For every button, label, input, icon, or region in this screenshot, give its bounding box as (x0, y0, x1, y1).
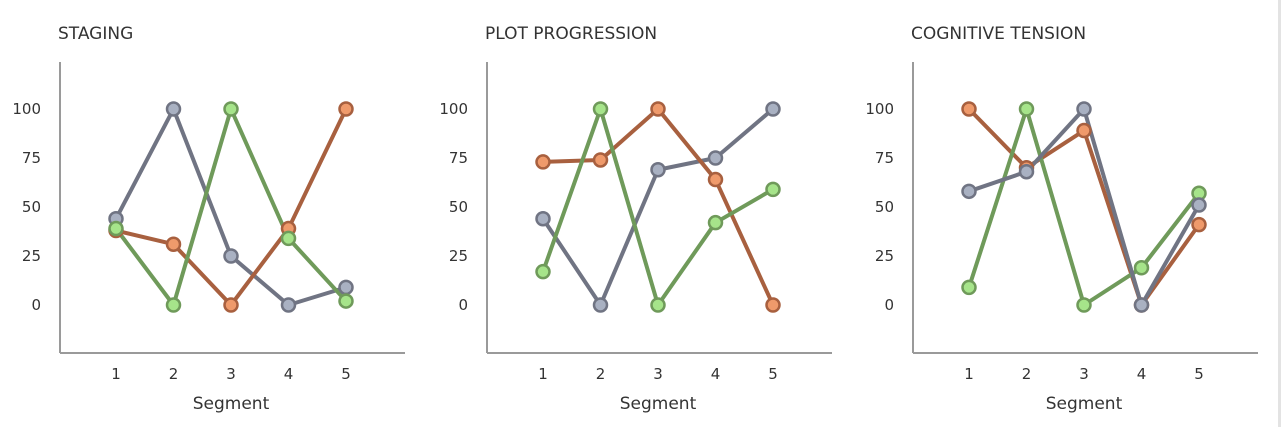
x-tick-label: 3 (653, 365, 663, 383)
y-tick-label: 0 (884, 296, 894, 314)
data-point-green (535, 263, 551, 280)
y-tick-label: 75 (875, 149, 894, 167)
data-point-green (108, 220, 124, 237)
series-line-orange (967, 107, 1201, 307)
data-point-green (961, 279, 977, 296)
x-tick-label: 5 (341, 365, 351, 383)
x-tick-label: 3 (226, 365, 236, 383)
data-point-orange (765, 297, 781, 313)
x-tick-label: 1 (538, 365, 548, 383)
chart-title: STAGING (58, 24, 133, 44)
data-point-green (592, 101, 609, 117)
data-point-orange (650, 101, 666, 117)
x-tick-label: 2 (596, 365, 606, 383)
y-tick-label: 25 (22, 247, 41, 265)
chart-panel-2: PLOT PROGRESSION 0 25 50 75 100 1 2 3 4 5 Segment (439, 24, 832, 414)
data-point-gray (223, 248, 239, 264)
chart-title: PLOT PROGRESSION (485, 24, 657, 44)
data-point-green (165, 297, 182, 313)
x-axis-label: Segment (193, 394, 270, 414)
data-point-gray (1191, 197, 1207, 213)
y-tick-label: 100 (439, 100, 468, 118)
x-tick-label: 4 (1137, 365, 1147, 383)
data-point-orange (165, 236, 182, 252)
chart-panel-1: STAGING 0 25 50 75 100 1 2 3 4 5 Segment (12, 24, 405, 414)
chart-panel-3: COGNITIVE TENSION 0 25 50 75 100 1 2 3 4 5 Segment (865, 24, 1258, 414)
data-point-orange (338, 101, 354, 117)
data-point-green (765, 181, 781, 198)
x-tick-label: 1 (111, 365, 121, 383)
data-point-green (1076, 297, 1092, 313)
y-tick-label: 50 (875, 198, 894, 216)
x-tick-label: 4 (711, 365, 721, 383)
x-tick-label: 5 (1194, 365, 1204, 383)
y-tick-label: 0 (458, 296, 468, 314)
x-tick-label: 3 (1079, 365, 1089, 383)
x-tick-label: 4 (284, 365, 294, 383)
y-tick-label: 100 (12, 100, 41, 118)
right-edge-border (1278, 0, 1281, 427)
data-point-orange (592, 152, 609, 168)
data-point-orange (961, 101, 977, 117)
data-point-orange (223, 297, 239, 313)
data-point-gray (535, 211, 551, 227)
data-point-gray (961, 183, 977, 200)
x-tick-label: 2 (169, 365, 179, 383)
data-point-gray (280, 297, 297, 313)
y-tick-label: 25 (449, 247, 468, 265)
x-tick-label: 1 (964, 365, 974, 383)
y-tick-label: 75 (22, 149, 41, 167)
y-tick-label: 25 (875, 247, 894, 265)
data-point-green (707, 214, 724, 231)
y-tick-label: 50 (449, 198, 468, 216)
data-point-orange (1076, 122, 1092, 139)
series-line-gray (541, 107, 775, 307)
data-point-green (338, 293, 354, 309)
x-axis-label: Segment (1046, 394, 1123, 414)
data-point-gray (592, 297, 609, 313)
data-point-gray (1076, 101, 1092, 117)
x-tick-label: 5 (768, 365, 778, 383)
data-point-orange (535, 154, 551, 170)
data-point-green (223, 101, 239, 117)
data-point-gray (765, 101, 781, 117)
chart-title: COGNITIVE TENSION (911, 24, 1086, 44)
data-point-green (1133, 260, 1150, 276)
data-point-orange (1191, 216, 1207, 233)
y-tick-label: 50 (22, 198, 41, 216)
data-point-green (280, 230, 297, 247)
data-point-gray (165, 101, 182, 117)
data-point-gray (650, 162, 666, 178)
data-point-gray (1018, 163, 1035, 180)
data-point-orange (707, 171, 724, 188)
data-point-gray (707, 150, 724, 166)
data-point-green (650, 297, 666, 313)
y-tick-label: 75 (449, 149, 468, 167)
y-tick-label: 0 (31, 296, 41, 314)
y-tick-label: 100 (865, 100, 894, 118)
data-point-green (1018, 101, 1035, 117)
x-axis-label: Segment (620, 394, 697, 414)
data-point-gray (1133, 297, 1150, 313)
data-point-gray (338, 279, 354, 296)
series-line-green (114, 107, 348, 307)
x-tick-label: 2 (1022, 365, 1032, 383)
